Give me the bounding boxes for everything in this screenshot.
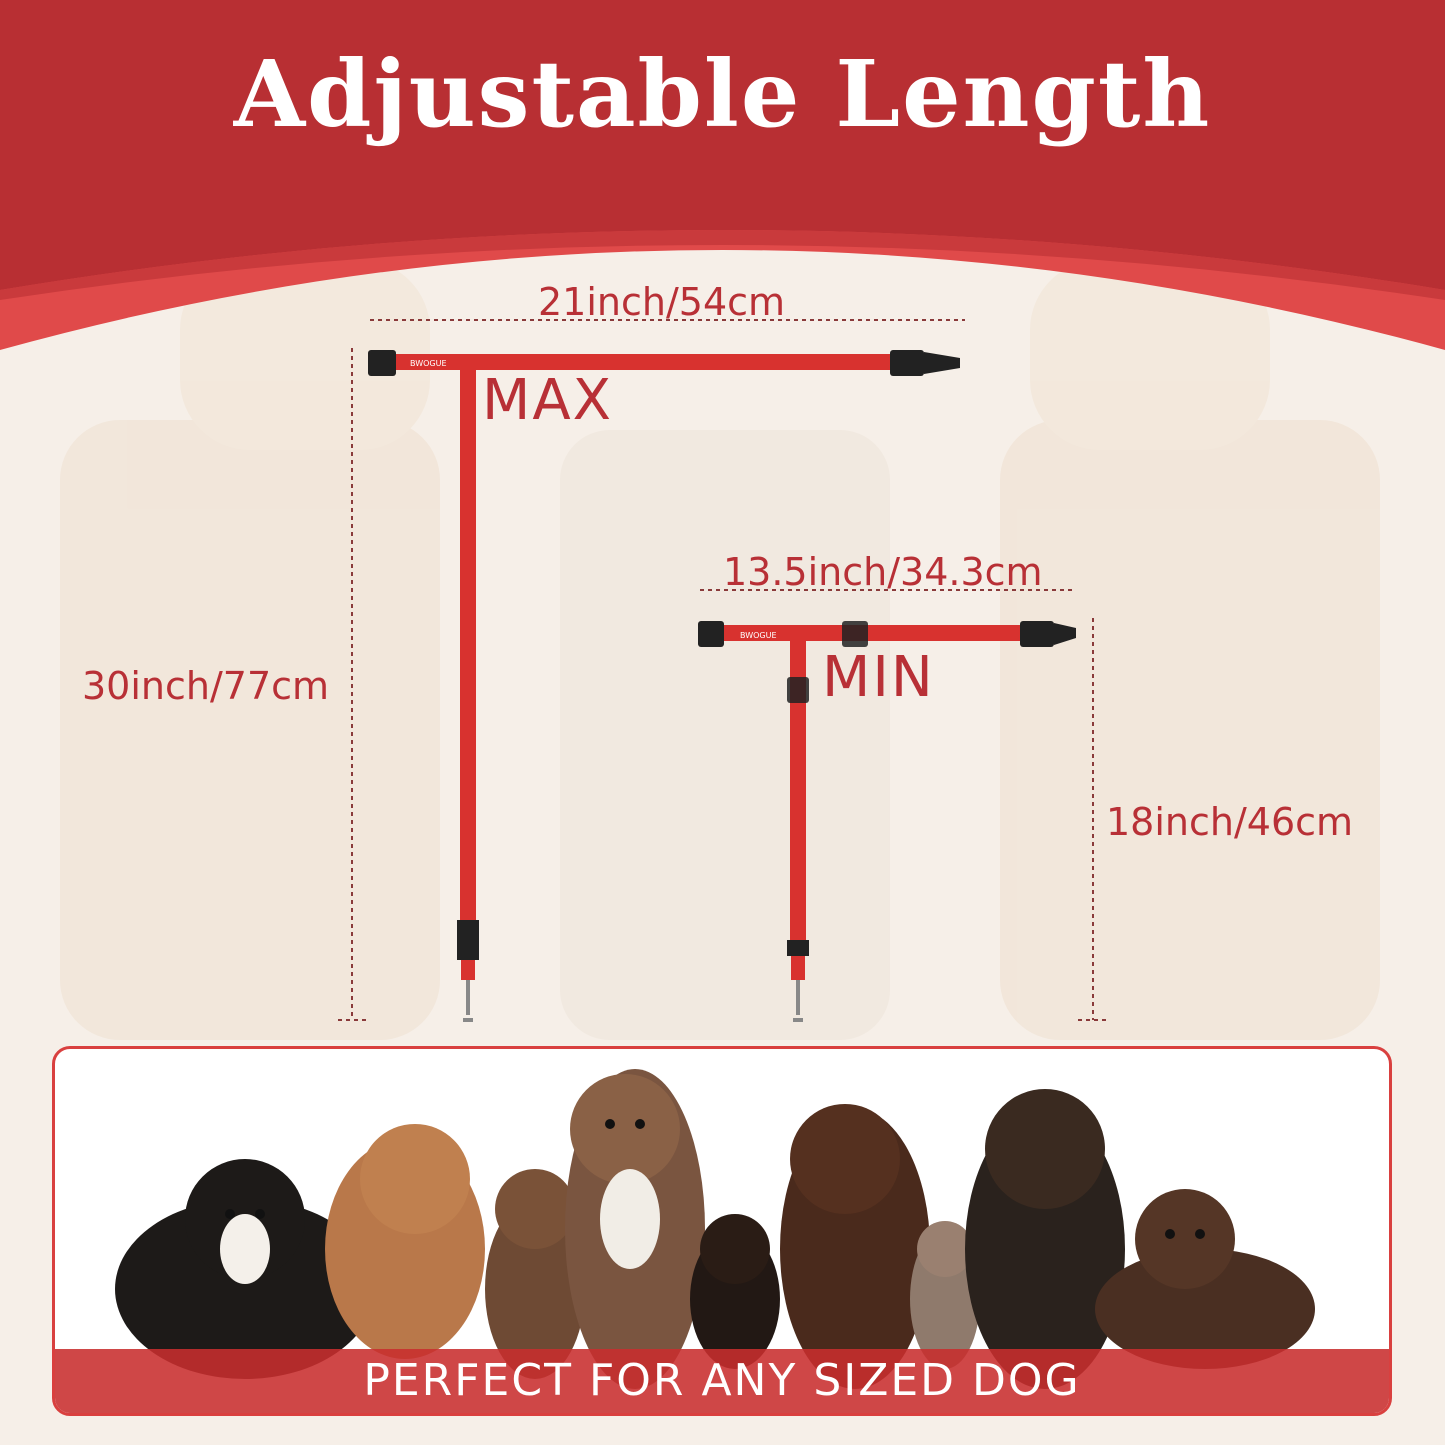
svg-text:BWOGUE: BWOGUE <box>410 359 447 368</box>
max-label: MAX <box>482 368 613 433</box>
car-seat-background <box>60 260 1380 1040</box>
max-width-label: 21inch/54cm <box>538 280 786 324</box>
dimension-lines <box>338 319 1108 1021</box>
max-length-label: 30inch/77cm <box>82 664 330 708</box>
header-band <box>0 0 1445 290</box>
min-length-label: 18inch/46cm <box>1106 800 1354 844</box>
min-width-label: 13.5inch/34.3cm <box>723 550 1043 594</box>
dogs-banner: PERFECT FOR ANY SIZED DOG <box>52 1046 1392 1416</box>
dogs-photo <box>115 1069 1315 1389</box>
svg-text:BWOGUE: BWOGUE <box>740 631 777 640</box>
banner-text: PERFECT FOR ANY SIZED DOG <box>55 1349 1389 1413</box>
min-label: MIN <box>822 645 935 710</box>
leash-max: BWOGUE <box>368 350 960 1022</box>
leash-min: BWOGUE <box>698 621 1076 1022</box>
page-title: Adjustable Length <box>233 40 1212 148</box>
dog-group-illustration <box>115 1069 1315 1389</box>
